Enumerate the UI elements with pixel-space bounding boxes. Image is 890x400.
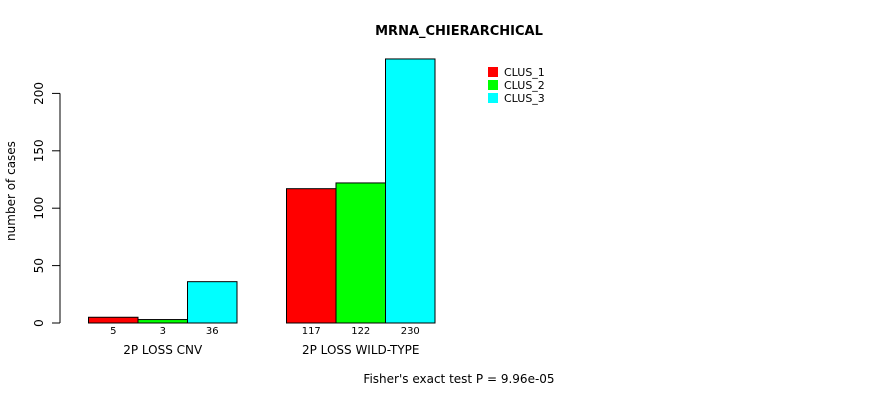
category-labels: 2P LOSS CNV 2P LOSS WILD-TYPE (123, 343, 419, 357)
bars (88, 58, 436, 324)
bar (137, 319, 188, 324)
bar-value-label: 5 (110, 326, 116, 337)
chart-title: MRNA_CHIERARCHICAL (375, 24, 543, 39)
y-tick-label: 0 (32, 319, 46, 327)
bar-value-label: 122 (351, 326, 370, 337)
legend-swatch (488, 67, 498, 77)
legend-label: CLUS_1 (504, 66, 545, 79)
bar (187, 281, 238, 324)
y-tick-label: 100 (32, 197, 46, 220)
bar (286, 188, 337, 324)
bar-value-label: 36 (206, 326, 219, 337)
bar-value-label: 117 (302, 326, 321, 337)
category-label: 2P LOSS CNV (123, 343, 203, 357)
legend-label: CLUS_3 (504, 92, 545, 105)
y-tick-label: 150 (32, 139, 46, 162)
bar (88, 316, 139, 324)
legend-swatch (488, 80, 498, 90)
bar-value-label: 230 (401, 326, 420, 337)
bar-value-label: 3 (160, 326, 166, 337)
bar (335, 182, 386, 324)
fisher-test-note: Fisher's exact test P = 9.96e-05 (363, 372, 554, 386)
legend-swatch (488, 93, 498, 103)
y-tick-label: 50 (32, 258, 46, 273)
category-label: 2P LOSS WILD-TYPE (302, 343, 419, 357)
bar (385, 58, 436, 324)
bar-value-labels: 5 3 36 117 122 230 (110, 326, 420, 337)
y-axis-label: number of cases (4, 141, 18, 241)
legend-label: CLUS_2 (504, 79, 545, 92)
y-tick-label: 200 (32, 82, 46, 105)
y-axis: 0 50 100 150 200 (32, 82, 61, 327)
